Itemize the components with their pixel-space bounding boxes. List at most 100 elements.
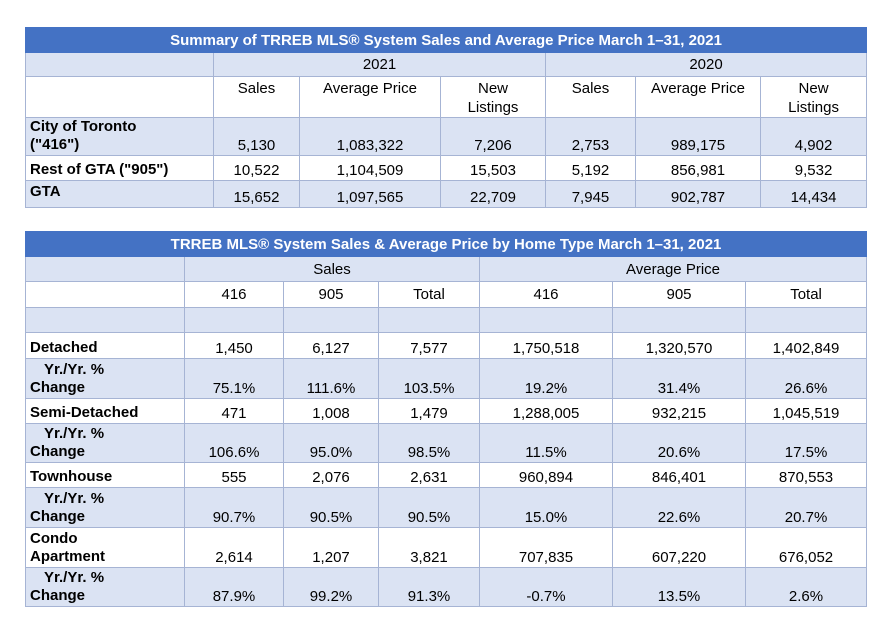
table-cell: 10,522: [213, 155, 300, 181]
table-row: Yr./Yr. % Change 87.9% 99.2% 91.3% -0.7% …: [25, 567, 868, 607]
table-cell: 902,787: [635, 180, 761, 208]
table-cell: 4,902: [759, 117, 868, 156]
table-cell: 3,821: [378, 527, 480, 568]
table-cell: 1,288,005: [479, 398, 613, 424]
table-cell: 1,008: [283, 398, 379, 424]
row-label-semi-detached: Semi-Detached: [25, 398, 185, 424]
table-cell: 2,753: [545, 117, 636, 156]
table-cell: 26.6%: [744, 358, 868, 399]
table-cell: 15,503: [440, 155, 546, 181]
row-label-condo-apartment: Condo Apartment: [25, 527, 185, 568]
table-cell: 1,479: [378, 398, 480, 424]
home-type-header-blank: [25, 281, 185, 308]
table-cell: 11.5%: [479, 423, 613, 463]
table-cell: 1,083,322: [299, 117, 441, 156]
table-row: Condo Apartment 2,614 1,207 3,821 707,835…: [25, 527, 868, 568]
spacer-row: [25, 307, 868, 333]
table-cell: 932,215: [612, 398, 746, 424]
table-cell: 2,631: [378, 462, 480, 488]
table-cell: 90.5%: [283, 487, 379, 528]
table-cell: 87.9%: [184, 567, 284, 607]
col-header-new-listings-2020: New Listings: [759, 76, 868, 118]
table-cell: 856,981: [635, 155, 761, 181]
summary-table: Summary of TRREB MLS® System Sales and A…: [24, 27, 868, 208]
row-label-rest-of-gta: Rest of GTA ("905"): [25, 155, 214, 181]
table-cell: 5,130: [213, 117, 300, 156]
row-label-gta: GTA: [25, 180, 214, 208]
table-cell: 111.6%: [283, 358, 379, 399]
summary-corner-cell: [25, 52, 214, 77]
table-cell: -0.7%: [479, 567, 613, 607]
table-cell: 707,835: [479, 527, 613, 568]
col-header-sales-2021: Sales: [213, 76, 300, 118]
table-row: Rest of GTA ("905") 10,522 1,104,509 15,…: [25, 155, 868, 181]
table-cell: 98.5%: [378, 423, 480, 463]
table-cell: 91.3%: [378, 567, 480, 607]
table-cell: 17.5%: [744, 423, 868, 463]
table-cell: 13.5%: [612, 567, 746, 607]
table-cell: 22,709: [440, 180, 546, 208]
table-cell: 2,076: [283, 462, 379, 488]
table-cell: 15,652: [213, 180, 300, 208]
row-label-detached: Detached: [25, 332, 185, 359]
table-cell: 22.6%: [612, 487, 746, 528]
table-cell: 9,532: [759, 155, 868, 181]
table-row: City of Toronto ("416") 5,130 1,083,322 7…: [25, 117, 868, 156]
summary-title: Summary of TRREB MLS® System Sales and A…: [24, 27, 868, 53]
year-2021-header: 2021: [213, 52, 546, 77]
table-cell: 1,104,509: [299, 155, 441, 181]
group-header-sales: Sales: [184, 256, 480, 282]
table-cell: 1,750,518: [479, 332, 613, 359]
col-header-avg-price-2020: Average Price: [635, 76, 761, 118]
table-cell: 471: [184, 398, 284, 424]
table-cell: 7,945: [545, 180, 636, 208]
table-cell: 20.6%: [612, 423, 746, 463]
table-row: Detached 1,450 6,127 7,577 1,750,518 1,3…: [25, 332, 868, 359]
table-row: GTA 15,652 1,097,565 22,709 7,945 902,78…: [25, 180, 868, 208]
table-row: Yr./Yr. % Change 90.7% 90.5% 90.5% 15.0% …: [25, 487, 868, 528]
row-label-toronto: City of Toronto ("416"): [25, 117, 214, 156]
row-label-change: Yr./Yr. % Change: [25, 567, 185, 607]
table-row: Townhouse 555 2,076 2,631 960,894 846,40…: [25, 462, 868, 488]
home-type-corner-cell: [25, 256, 185, 282]
table-cell: 20.7%: [744, 487, 868, 528]
table-row: Yr./Yr. % Change 75.1% 111.6% 103.5% 19.2…: [25, 358, 868, 399]
row-label-townhouse: Townhouse: [25, 462, 185, 488]
col-header-sales-2020: Sales: [545, 76, 636, 118]
table-cell: 103.5%: [378, 358, 480, 399]
table-cell: 1,097,565: [299, 180, 441, 208]
col-header-new-listings-2021: New Listings: [440, 76, 546, 118]
table-cell: 1,207: [283, 527, 379, 568]
table-cell: 75.1%: [184, 358, 284, 399]
table-cell: 607,220: [612, 527, 746, 568]
table-cell: 90.5%: [378, 487, 480, 528]
table-row: Semi-Detached 471 1,008 1,479 1,288,005 …: [25, 398, 868, 424]
table-cell: 1,450: [184, 332, 284, 359]
table-cell: 95.0%: [283, 423, 379, 463]
table-cell: 6,127: [283, 332, 379, 359]
table-cell: 15.0%: [479, 487, 613, 528]
table-cell: 90.7%: [184, 487, 284, 528]
table-cell: 31.4%: [612, 358, 746, 399]
home-type-table: TRREB MLS® System Sales & Average Price …: [24, 231, 868, 607]
table-cell: 7,577: [378, 332, 480, 359]
table-cell: 1,045,519: [744, 398, 868, 424]
year-2020-header: 2020: [544, 52, 868, 77]
table-cell: 870,553: [744, 462, 868, 488]
table-cell: 555: [184, 462, 284, 488]
col-header-price-total: Total: [744, 281, 868, 308]
table-cell: 960,894: [479, 462, 613, 488]
table-cell: 676,052: [744, 527, 868, 568]
table-cell: 2,614: [184, 527, 284, 568]
table-cell: 19.2%: [479, 358, 613, 399]
table-cell: 846,401: [612, 462, 746, 488]
group-header-avg-price: Average Price: [478, 256, 868, 282]
col-header-sales-416: 416: [184, 281, 284, 308]
home-type-title: TRREB MLS® System Sales & Average Price …: [24, 231, 868, 257]
row-label-change: Yr./Yr. % Change: [25, 423, 185, 463]
col-header-price-905: 905: [612, 281, 746, 308]
row-label-change: Yr./Yr. % Change: [25, 487, 185, 528]
table-cell: 99.2%: [283, 567, 379, 607]
col-header-sales-total: Total: [378, 281, 480, 308]
table-cell: 1,402,849: [744, 332, 868, 359]
